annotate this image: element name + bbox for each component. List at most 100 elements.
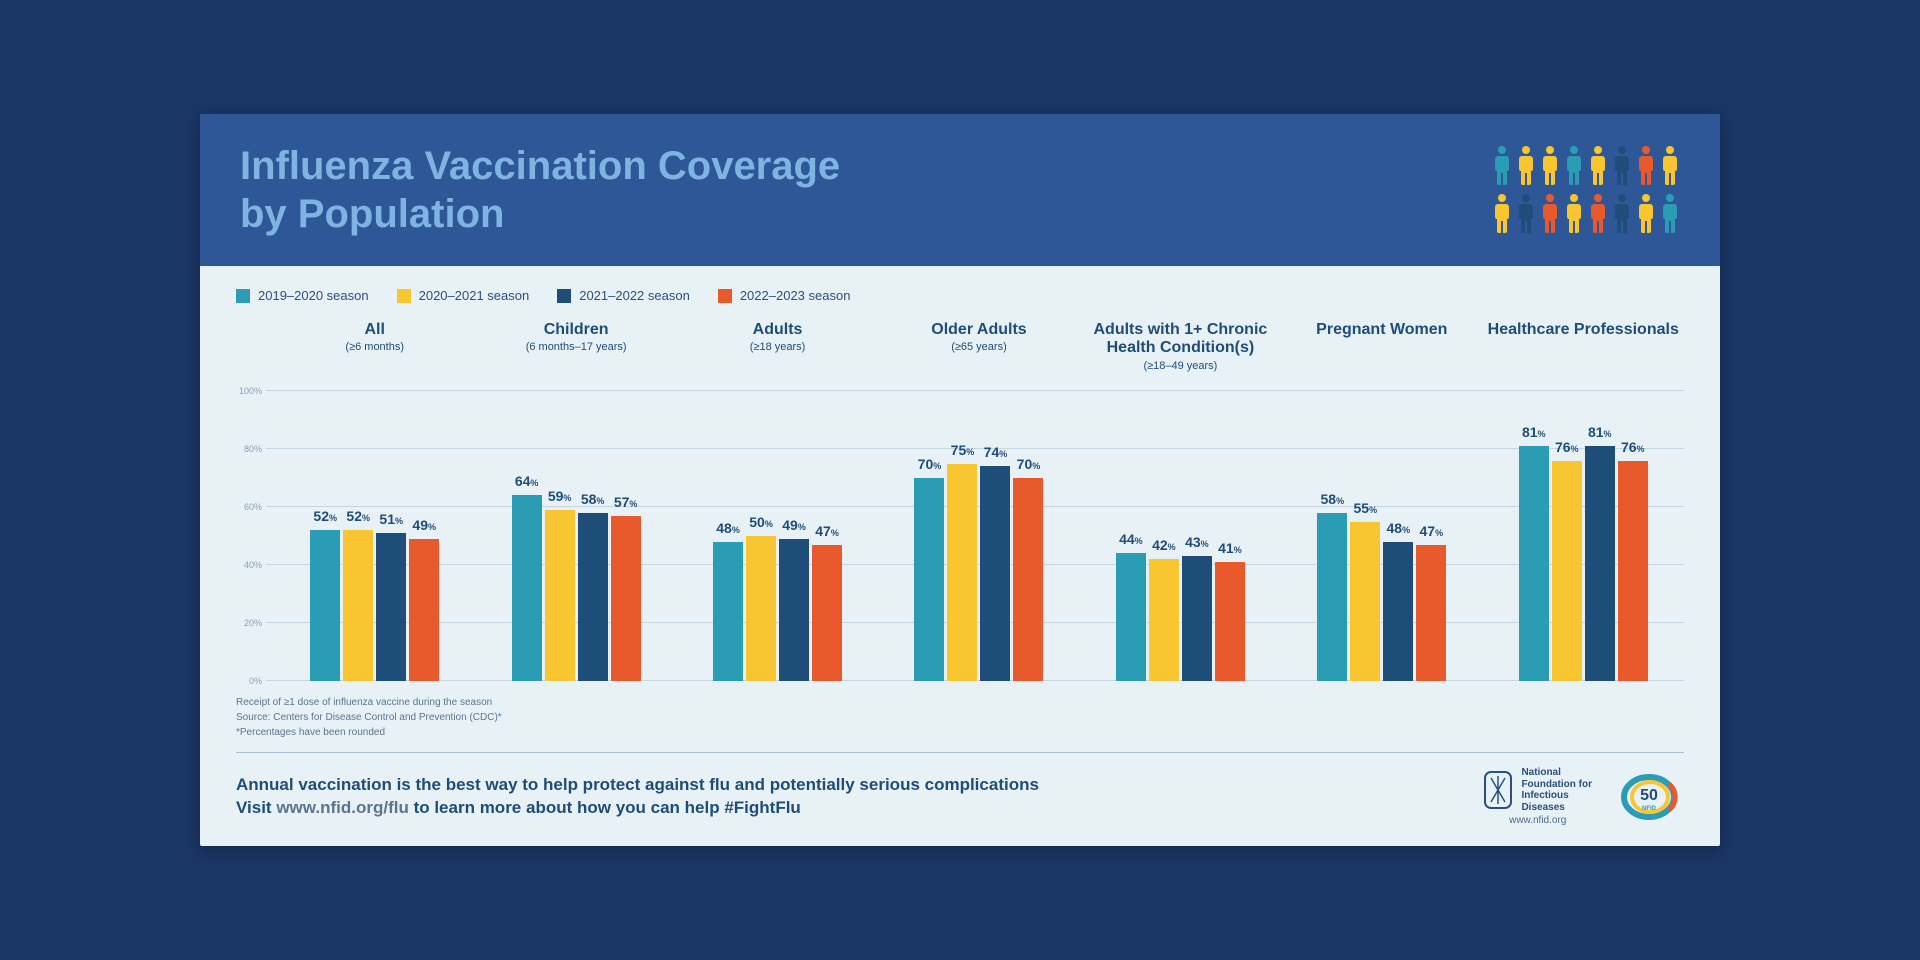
bar: 76% [1552,461,1582,681]
legend-label: 2022–2023 season [740,288,851,303]
y-tick-label: 80% [244,444,262,454]
legend-label: 2019–2020 season [258,288,369,303]
person-icon [1564,145,1584,187]
person-icon [1636,145,1656,187]
bar: 74% [980,466,1010,681]
footer: Annual vaccination is the best way to he… [236,753,1684,826]
bar-value-label: 51% [379,511,403,527]
bar: 44% [1116,553,1146,681]
bar-value-label: 74% [984,444,1008,460]
bars-region: 48% 50% 49% 47% [677,391,878,681]
y-tick-label: 20% [244,618,262,628]
y-tick-label: 60% [244,502,262,512]
chart-group: Healthcare Professionals 81% 76% 81% 76% [1483,321,1684,681]
bar: 47% [812,545,842,681]
bar-value-label: 48% [716,520,740,536]
bar: 49% [409,539,439,681]
legend-item: 2020–2021 season [397,288,530,303]
person-icon [1588,145,1608,187]
person-icon [1660,145,1680,187]
legend-item: 2021–2022 season [557,288,690,303]
people-icon-grid [1492,145,1680,235]
footer-hashtag: #FightFlu [724,798,800,817]
page-title: Influenza Vaccination Coverage by Popula… [240,142,840,238]
bar: 52% [343,530,373,681]
bar-value-label: 49% [782,517,806,533]
person-icon [1516,193,1536,235]
bar: 58% [578,513,608,681]
footnotes: Receipt of ≥1 dose of influenza vaccine … [236,695,1684,740]
person-icon [1540,145,1560,187]
bar: 43% [1182,556,1212,681]
people-row-1 [1492,145,1680,187]
nfid-50-anniversary-icon: 50 NFID [1614,772,1684,822]
bar-value-label: 49% [412,517,436,533]
bars-region: 52% 52% 51% 49% [274,391,475,681]
legend-swatch [236,289,250,303]
bar-value-label: 59% [548,488,572,504]
bar: 48% [1383,542,1413,681]
legend-item: 2022–2023 season [718,288,851,303]
person-icon [1564,193,1584,235]
person-icon [1516,145,1536,187]
infographic-card: Influenza Vaccination Coverage by Popula… [200,114,1720,846]
footnote-line: Receipt of ≥1 dose of influenza vaccine … [236,695,1684,710]
y-tick-label: 100% [239,386,262,396]
bar-value-label: 50% [749,514,773,530]
person-icon [1492,145,1512,187]
bar-value-label: 47% [1420,523,1444,539]
bar-value-label: 75% [951,442,975,458]
person-icon [1588,193,1608,235]
chart-area: 0%20%40%60%80%100% All(≥6 months) 52% 52… [236,321,1684,681]
y-axis: 0%20%40%60%80%100% [236,321,266,681]
bar: 70% [1013,478,1043,681]
group-label: Healthcare Professionals [1484,321,1683,391]
person-icon [1636,193,1656,235]
bar-value-label: 55% [1354,500,1378,516]
bar: 47% [1416,545,1446,681]
bar-value-label: 57% [614,494,638,510]
chart-group: Pregnant Women 58% 55% 48% 47% [1281,321,1482,681]
bar: 49% [779,539,809,681]
bar-value-label: 64% [515,473,539,489]
group-label: Children(6 months–17 years) [522,321,631,391]
bars-region: 58% 55% 48% 47% [1281,391,1482,681]
footnote-line: Source: Centers for Disease Control and … [236,710,1684,725]
footer-line-2-pre: Visit [236,798,276,817]
bar: 42% [1149,559,1179,681]
footer-line-2-mid: to learn more about how you can help [409,798,724,817]
bar: 59% [545,510,575,681]
nfid-logo-block: National Foundation for Infectious Disea… [1483,767,1592,826]
bar: 81% [1519,446,1549,681]
bar-value-label: 81% [1588,424,1612,440]
person-icon [1492,193,1512,235]
group-label: Adults with 1+ Chronic Health Condition(… [1080,321,1281,391]
legend: 2019–2020 season 2020–2021 season 2021–2… [236,288,1684,303]
bars-region: 81% 76% 81% 76% [1483,391,1684,681]
footer-link[interactable]: www.nfid.org/flu [276,798,409,817]
bar-value-label: 48% [1387,520,1411,536]
footer-logos: National Foundation for Infectious Disea… [1483,767,1684,826]
bar-value-label: 81% [1522,424,1546,440]
bar-value-label: 52% [313,508,337,524]
footer-line-1: Annual vaccination is the best way to he… [236,775,1039,794]
legend-swatch [397,289,411,303]
group-label: All(≥6 months) [341,321,408,391]
person-icon [1660,193,1680,235]
chart-group: Adults(≥18 years) 48% 50% 49% 47% [677,321,878,681]
group-label: Older Adults(≥65 years) [927,321,1030,391]
y-tick-label: 40% [244,560,262,570]
bar-value-label: 41% [1218,540,1242,556]
chart-group: Children(6 months–17 years) 64% 59% 58% … [475,321,676,681]
y-tick-label: 0% [249,676,262,686]
svg-text:50: 50 [1640,787,1658,804]
person-icon [1540,193,1560,235]
bar: 57% [611,516,641,681]
nfid-url[interactable]: www.nfid.org [1483,815,1592,826]
nfid-name: National Foundation for Infectious Disea… [1521,767,1592,813]
bars-region: 44% 42% 43% 41% [1080,391,1281,681]
bar-value-label: 47% [815,523,839,539]
card-body: 2019–2020 season 2020–2021 season 2021–2… [200,266,1720,846]
bar-value-label: 43% [1185,534,1209,550]
bar-value-label: 58% [1321,491,1345,507]
